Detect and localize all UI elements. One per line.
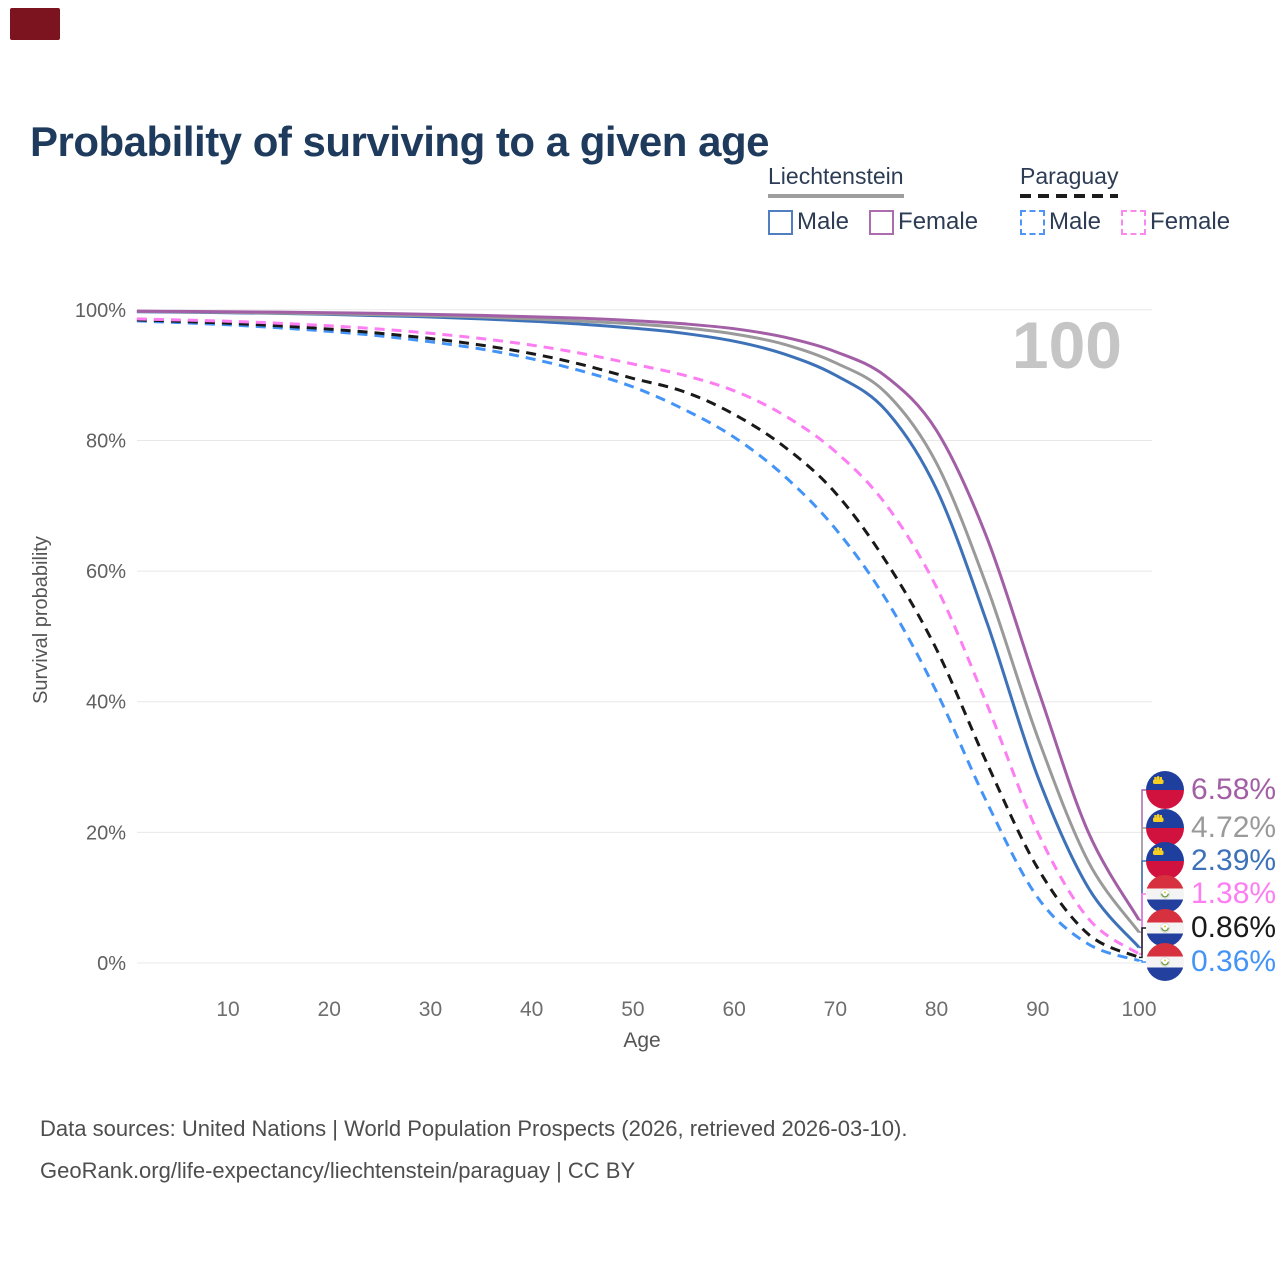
leader-line-paraguay-all: [1139, 927, 1147, 959]
female-dashed-swatch-icon: [1121, 209, 1147, 235]
legend-item-label: Female: [898, 208, 979, 235]
x-tick-label: 10: [216, 998, 239, 1021]
x-tick-label: 90: [1026, 998, 1049, 1021]
legend-country-name: Liechtenstein: [768, 163, 904, 189]
male-solid-swatch-icon: [768, 209, 793, 235]
footer: Data sources: United Nations | World Pop…: [40, 1108, 907, 1192]
male-dashed-swatch-icon: [1020, 209, 1045, 235]
legend-country-line-sample: [1020, 194, 1119, 198]
female-solid-swatch-icon: [869, 209, 895, 235]
end-label-value: 6.58%: [1191, 773, 1277, 806]
data-sources-text: Data sources: United Nations | World Pop…: [40, 1116, 908, 1141]
curve-liechtenstein-all: [136, 309, 1141, 934]
y-axis-title: Survival probability: [30, 536, 52, 704]
end-label-value: 4.72%: [1191, 811, 1277, 844]
legend-item-label: Male: [797, 208, 850, 235]
paraguay-flag-icon: [1146, 875, 1184, 913]
x-tick-label: 60: [722, 998, 745, 1021]
attribution-text: GeoRank.org/life-expectancy/liechtenstei…: [40, 1157, 636, 1183]
end-label-value: 0.36%: [1191, 945, 1277, 978]
curve-liechtenstein-female: [136, 309, 1141, 921]
legend-country-line-sample: [768, 194, 904, 198]
curve-paraguay-female: [136, 317, 1140, 956]
y-tick-label: 40%: [86, 692, 126, 714]
legend-item-paraguay-female[interactable]: Female: [1121, 208, 1230, 236]
end-label-paraguay-male: 0.36%: [1146, 943, 1276, 981]
x-tick-label: 50: [621, 998, 644, 1021]
curve-paraguay-all: [136, 318, 1140, 959]
curve-liechtenstein-male: [136, 310, 1141, 949]
legend-country-heading: Liechtenstein: [768, 163, 904, 198]
end-label-liechtenstein-female: 6.58%: [1146, 771, 1276, 809]
paraguay-flag-icon: [1146, 909, 1184, 947]
end-label-value: 2.39%: [1191, 844, 1277, 877]
paraguay-flag-icon: [1146, 943, 1184, 981]
liechtenstein-flag-icon: [1146, 809, 1184, 847]
y-tick-label: 100%: [75, 300, 126, 322]
y-tick-label: 80%: [86, 430, 126, 452]
recording-indicator-icon: [10, 8, 60, 40]
x-tick-label: 70: [824, 998, 847, 1021]
y-tick-label: 0%: [97, 953, 126, 975]
legend-item-liechtenstein-male[interactable]: Male: [768, 208, 849, 236]
end-label-liechtenstein-all: 4.72%: [1146, 809, 1276, 847]
x-tick-label: 80: [925, 998, 948, 1021]
x-tick-label: 40: [520, 998, 543, 1021]
end-label-paraguay-all: 0.86%: [1146, 909, 1276, 947]
end-label-liechtenstein-male: 2.39%: [1146, 842, 1276, 880]
end-label-value: 1.38%: [1191, 877, 1277, 910]
hovered-age-value: 100: [1012, 308, 1122, 382]
x-axis-title: Age: [623, 1029, 660, 1052]
legend-country-name: Paraguay: [1020, 163, 1119, 189]
y-tick-label: 20%: [86, 822, 126, 844]
legend-group-paraguay: Paraguay Male Female: [1020, 163, 1230, 236]
legend-item-label: Female: [1150, 208, 1231, 235]
liechtenstein-flag-icon: [1146, 771, 1184, 809]
x-tick-label: 20: [318, 998, 341, 1021]
end-label-value: 0.86%: [1191, 911, 1277, 944]
legend-item-paraguay-male[interactable]: Male: [1020, 208, 1101, 236]
liechtenstein-flag-icon: [1146, 842, 1184, 880]
leader-line-paraguay-female: [1139, 893, 1147, 955]
chart-title: Probability of surviving to a given age: [30, 118, 769, 166]
leader-line-paraguay-male: [1139, 959, 1147, 963]
legend-item-liechtenstein-female[interactable]: Female: [869, 208, 978, 236]
legend-group-liechtenstein: Liechtenstein Male Female: [768, 163, 978, 236]
end-label-paraguay-female: 1.38%: [1146, 875, 1276, 913]
curve-paraguay-male: [136, 319, 1140, 963]
y-tick-label: 60%: [86, 561, 126, 583]
x-tick-label: 30: [419, 998, 442, 1021]
legend-country-heading: Paraguay: [1020, 163, 1119, 198]
x-tick-label: 100: [1121, 998, 1156, 1021]
legend-item-label: Male: [1049, 208, 1102, 235]
